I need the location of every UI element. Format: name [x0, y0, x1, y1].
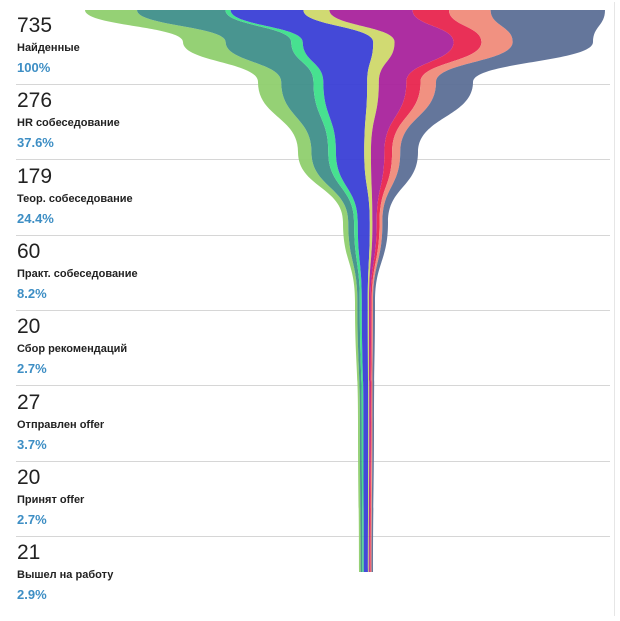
stage-count: 735 [17, 14, 53, 37]
stream-band [225, 10, 364, 572]
stage-percent: 24.4% [17, 210, 54, 226]
stage-name: Найденные [17, 42, 80, 54]
funnel-card: 735 Найденные 100% 276 HR собеседование 37.6%… [3, 2, 615, 616]
stage-name: Вышел на работу [17, 569, 114, 582]
stage-divider [16, 234, 610, 236]
stage-percent: 2.7% [17, 361, 47, 377]
stage-name: HR собеседование [17, 117, 120, 130]
stage-percent: 8.2% [17, 285, 47, 301]
stage-count: 20 [17, 465, 41, 489]
stage-count: 20 [17, 315, 41, 339]
stage-divider [16, 535, 610, 537]
stage-row: 27 Отправлен offer 3.7% [17, 391, 609, 466]
stage-percent: 2.9% [17, 587, 47, 603]
stage-name: Сбор рекомендаций [17, 343, 128, 356]
stage-percent: 100% [17, 60, 51, 75]
stage-percent: 3.7% [17, 436, 47, 452]
stage-name: Отправлен offer [17, 418, 105, 431]
stage-divider [16, 385, 610, 387]
streamgraph-funnel [85, 10, 605, 572]
stage-row: 20 Сбор рекомендаций 2.7% [17, 315, 609, 390]
stage-name: Практ. собеседование [17, 267, 138, 280]
stream-band [329, 10, 454, 572]
stage-percent: 2.7% [17, 511, 47, 527]
stage-row: 179 Теор. собеседование 24.4% [17, 165, 609, 240]
stage-count: 21 [17, 541, 41, 565]
stage-count: 60 [17, 239, 41, 263]
stage-row: 21 Вышел на работу 2.9% [17, 541, 609, 616]
stage-divider [16, 309, 610, 311]
stage-percent: 37.6% [17, 135, 54, 151]
stage-row: 20 Принят offer 2.7% [17, 466, 609, 541]
stage-row: 735 Найденные 100% [17, 14, 609, 89]
stage-row: 60 Практ. собеседование 8.2% [17, 240, 609, 315]
stage-count: 27 [17, 390, 41, 414]
stage-count: 276 [17, 89, 53, 113]
stage-divider [16, 460, 610, 462]
stage-name: Принят offer [17, 493, 85, 506]
stream-band [230, 10, 374, 572]
stage-name: Теор. собеседование [17, 192, 133, 205]
stage-row: 276 HR собеседование 37.6% [17, 89, 609, 164]
stage-count: 179 [17, 164, 53, 188]
